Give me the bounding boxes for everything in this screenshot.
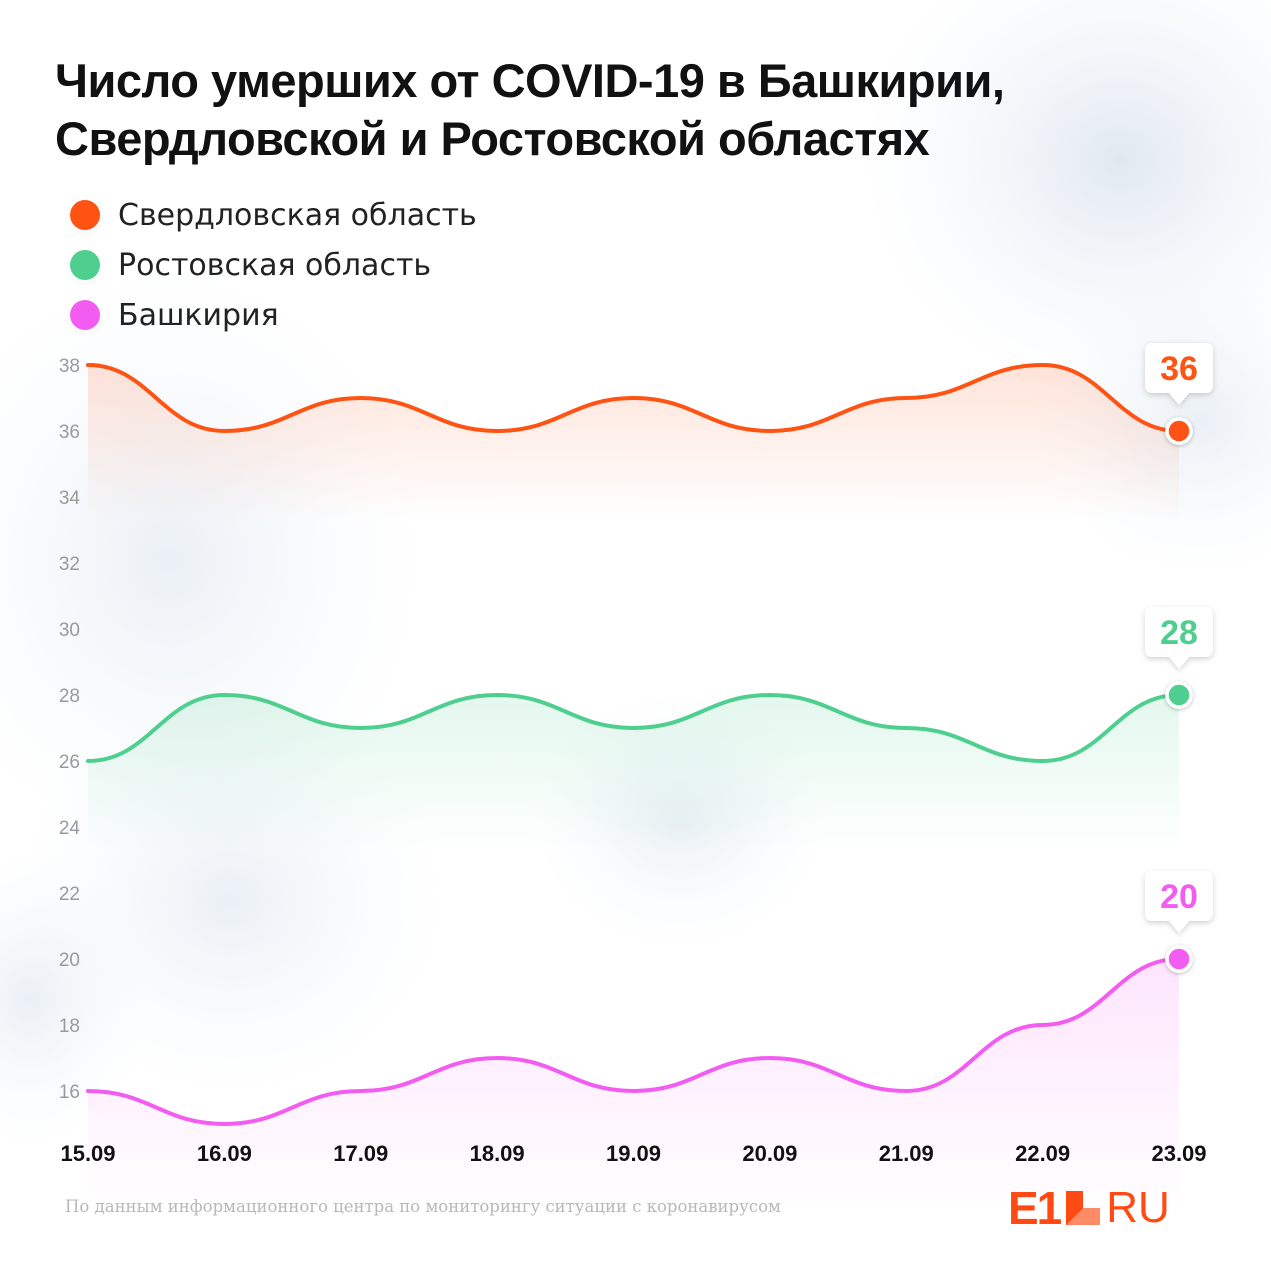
y-tick-label: 24: [59, 818, 81, 839]
callout-value: 28: [1160, 614, 1198, 652]
legend-label-rostov: Ростовская область: [118, 247, 432, 283]
x-tick-label: 23.09: [1151, 1141, 1206, 1166]
chart-legend: Свердловская область Ростовская область …: [70, 190, 477, 340]
y-tick-label: 22: [59, 884, 80, 905]
series-glow-bashkiria: [88, 959, 1179, 1214]
y-tick-label: 30: [59, 620, 80, 641]
series-end-point-bashkiria: [1165, 945, 1193, 973]
callout-bubble: [1145, 607, 1213, 669]
series-glow-sverdlovsk: [88, 365, 1179, 521]
legend-item-sverdlovsk: Свердловская область: [70, 190, 477, 240]
logo-e1-text: E1: [1008, 1182, 1062, 1234]
y-tick-label: 20: [59, 950, 80, 971]
x-tick-label: 19.09: [606, 1141, 661, 1166]
legend-item-rostov: Ростовская область: [70, 240, 477, 290]
series-line-sverdlovsk: [86, 362, 1181, 434]
value-callout-rostov: 28: [1145, 607, 1213, 669]
callout-value: 20: [1160, 878, 1198, 916]
legend-marker-sverdlovsk: [70, 200, 100, 230]
series-end-point-sverdlovsk: [1165, 417, 1193, 445]
y-tick-label: 32: [59, 554, 80, 575]
chart-title-line-2: Свердловской и Ростовской областях: [55, 112, 930, 165]
value-callout-bashkiria: 20: [1145, 871, 1213, 933]
x-tick-label: 21.09: [879, 1141, 934, 1166]
legend-label-sverdlovsk: Свердловская область: [118, 197, 477, 233]
y-tick-label: 16: [59, 1082, 80, 1103]
series-glow-rostov: [88, 695, 1179, 851]
x-tick-label: 17.09: [333, 1141, 388, 1166]
callout-value: 36: [1160, 350, 1198, 388]
y-tick-label: 18: [59, 1016, 80, 1037]
callout-bubble: [1145, 871, 1213, 933]
legend-item-bashkiria: Башкирия: [70, 290, 477, 340]
legend-label-bashkiria: Башкирия: [118, 297, 279, 333]
y-tick-label: 36: [59, 422, 80, 443]
legend-marker-bashkiria: [70, 300, 100, 330]
x-tick-label: 20.09: [742, 1141, 797, 1166]
chart-title-line-1: Число умерших от COVID-19 в Башкирии,: [55, 54, 1005, 107]
y-tick-label: 26: [59, 752, 80, 773]
y-tick-label: 38: [59, 356, 80, 377]
series-line-rostov: [86, 692, 1181, 764]
x-tick-label: 18.09: [470, 1141, 525, 1166]
series-end-point-rostov: [1165, 681, 1193, 709]
x-axis: 15.09 16.09 17.09 18.09 19.09 20.09 21.09 22.09…: [60, 1141, 1206, 1166]
y-tick-label: 34: [59, 488, 81, 509]
y-tick-label: 28: [59, 686, 80, 707]
logo-ru-text: RU: [1106, 1183, 1170, 1232]
x-tick-label: 16.09: [197, 1141, 252, 1166]
chart-title: Число умерших от COVID-19 в Башкирии, Св…: [55, 52, 1205, 168]
callout-bubble: [1145, 343, 1213, 405]
x-tick-label: 15.09: [60, 1141, 115, 1166]
value-callout-sverdlovsk: 36: [1145, 343, 1213, 405]
y-axis: 38 36 34 32 30 28 26 24 22 20 18 16: [59, 356, 81, 1103]
e1-logo: E1 RU: [1008, 1183, 1170, 1233]
source-note: По данным информационного центра по мони…: [65, 1197, 781, 1216]
x-tick-label: 22.09: [1015, 1141, 1070, 1166]
logo-square-icon: [1066, 1191, 1101, 1225]
series-line-bashkiria: [86, 957, 1181, 1127]
legend-marker-rostov: [70, 250, 100, 280]
